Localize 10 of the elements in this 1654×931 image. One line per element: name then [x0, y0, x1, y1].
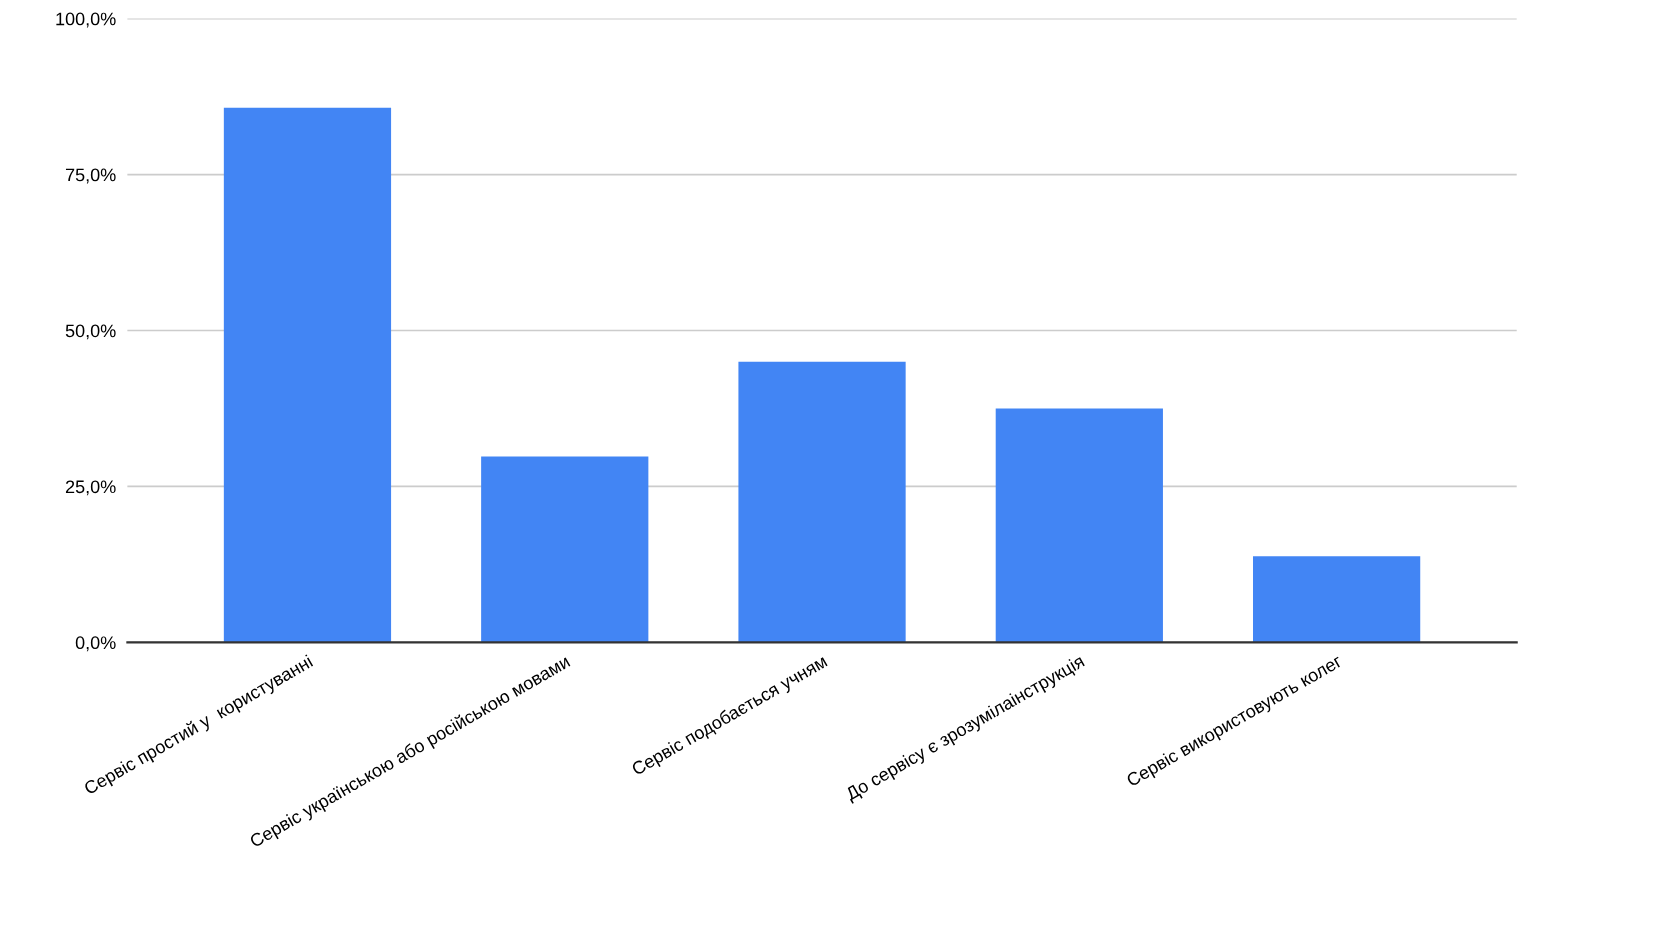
bar	[223, 107, 392, 643]
y-tick-label: 0,0%	[75, 636, 116, 652]
bar	[995, 408, 1163, 643]
y-tick-label: 100,0%	[56, 12, 116, 28]
bar	[481, 456, 649, 643]
bar	[1253, 556, 1421, 643]
bar	[738, 361, 906, 643]
y-tick-label: 75,0%	[65, 168, 116, 184]
y-tick-label: 25,0%	[65, 480, 116, 496]
y-tick-label: 50,0%	[65, 324, 116, 340]
